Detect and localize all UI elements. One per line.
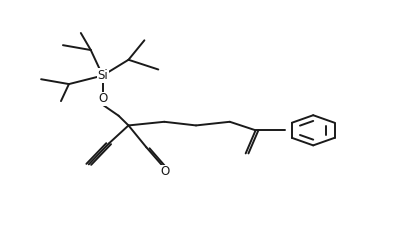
Text: O: O bbox=[98, 92, 107, 105]
Text: O: O bbox=[161, 165, 170, 178]
Text: Si: Si bbox=[97, 69, 108, 82]
